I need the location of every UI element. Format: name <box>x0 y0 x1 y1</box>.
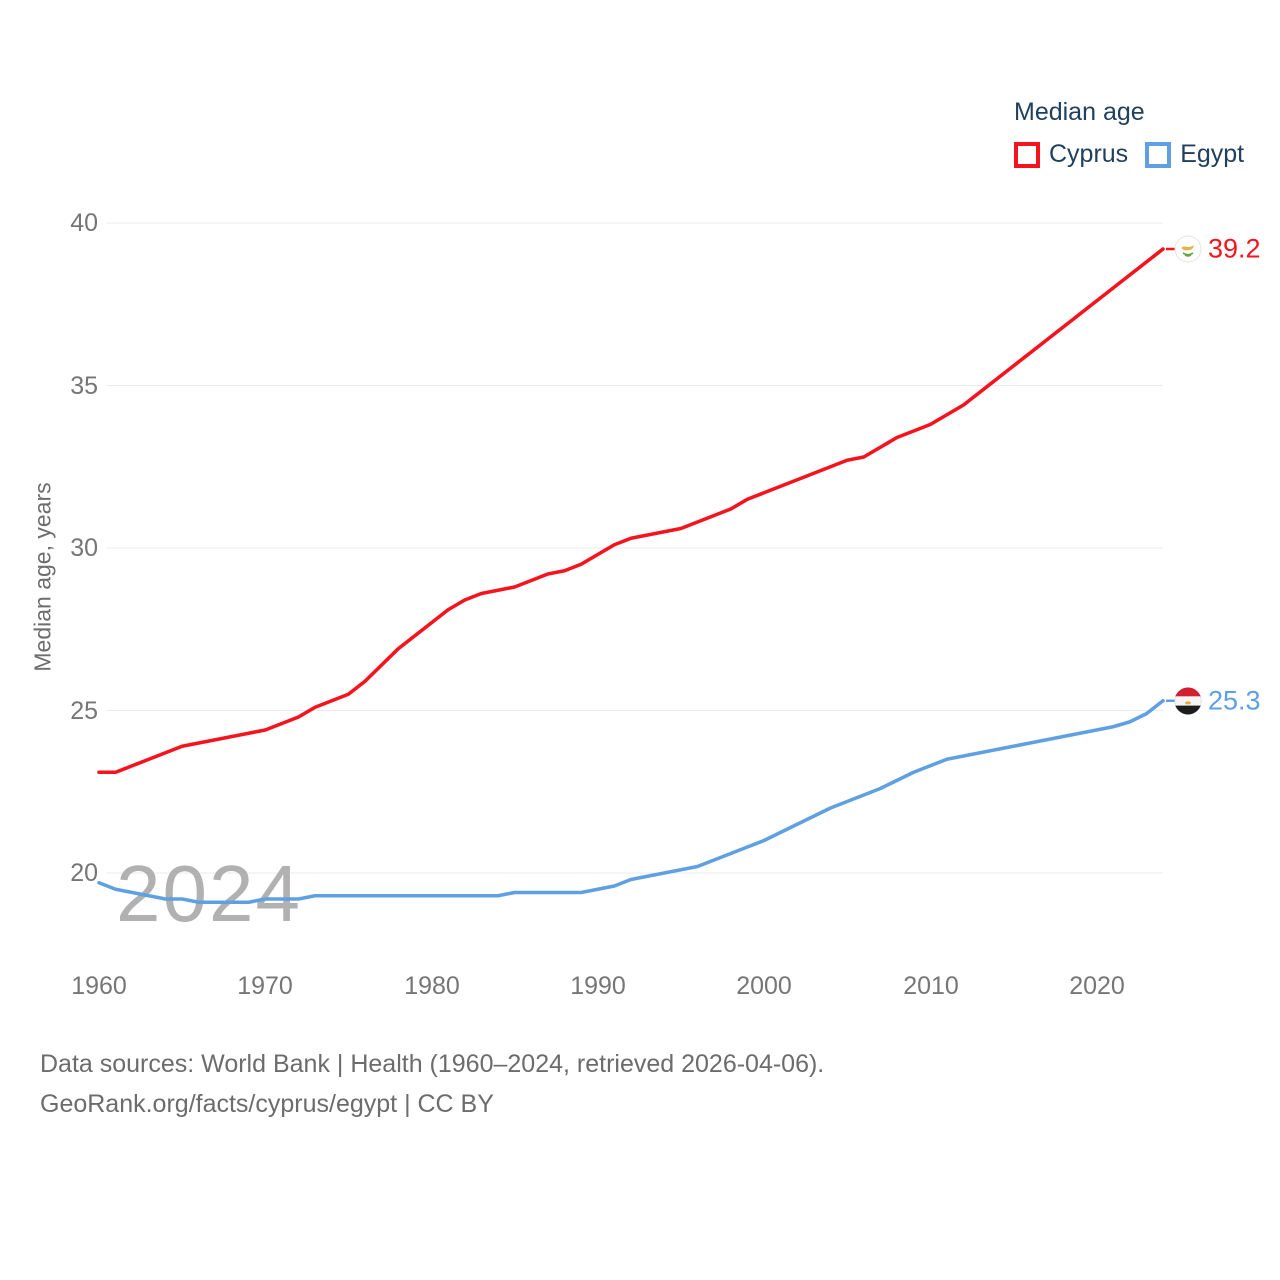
legend-item-egypt[interactable]: Egypt <box>1145 140 1244 169</box>
cyprus-swatch-icon <box>1014 141 1040 168</box>
y-tick-35: 35 <box>70 371 98 400</box>
egypt-flag-icon <box>1174 687 1202 715</box>
legend-label-egypt: Egypt <box>1180 140 1245 168</box>
y-tick-25: 25 <box>70 696 98 725</box>
egypt-end-value: 25.3 <box>1208 685 1261 716</box>
legend-label-cyprus: Cyprus <box>1049 140 1129 168</box>
gridlines <box>107 222 1163 874</box>
x-tick-1990: 1990 <box>570 972 626 1000</box>
y-tick-30: 30 <box>70 534 98 562</box>
series-line-egypt[interactable] <box>97 698 1165 905</box>
y-tick-40: 40 <box>70 209 98 237</box>
series-lines <box>97 247 1175 905</box>
x-tick-1960: 1960 <box>71 972 127 1000</box>
legend-item-cyprus[interactable]: Cyprus <box>1014 140 1128 169</box>
x-tick-1970: 1970 <box>237 972 293 1000</box>
y-tick-20: 20 <box>70 859 98 887</box>
x-tick-2010: 2010 <box>903 972 959 1000</box>
footer-data-sources: Data sources: World Bank | Health (1960–… <box>40 1050 825 1078</box>
x-tick-2000: 2000 <box>736 972 792 1000</box>
cyprus-end-value: 39.2 <box>1208 233 1261 264</box>
legend-title: Median age <box>1014 98 1145 126</box>
legend-row: Cyprus Egypt <box>1014 140 1244 169</box>
x-tick-1980: 1980 <box>404 972 460 1000</box>
series-line-cyprus[interactable] <box>97 247 1165 775</box>
egypt-swatch-icon <box>1145 141 1172 168</box>
x-tick-2020: 2020 <box>1069 972 1125 1000</box>
legend: Median age Cyprus Egypt <box>1014 98 1244 169</box>
footer-attribution: GeoRank.org/facts/cyprus/egypt | CC BY <box>40 1090 494 1118</box>
cyprus-flag-icon <box>1174 235 1202 263</box>
footer: Data sources: World Bank | Health (1960–… <box>40 1044 824 1124</box>
y-axis-title: Median age, years <box>29 482 56 672</box>
